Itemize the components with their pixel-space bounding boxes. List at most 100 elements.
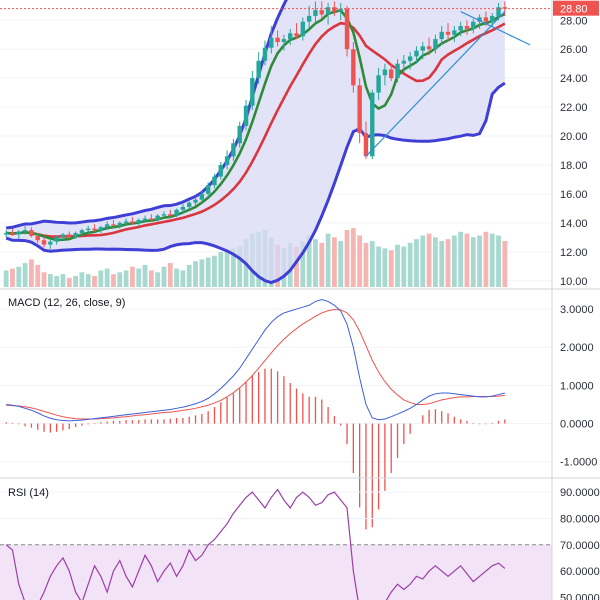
macd-tick-label: 0.0000 (560, 419, 594, 431)
volume-bar (344, 229, 350, 287)
volume-bar (376, 246, 381, 287)
candle-body (224, 156, 230, 165)
price-axis[interactable]: 28.00 26.00 24.00 22.00 20.00 18.00 16.00 14.00… (560, 15, 588, 288)
volume-bar (218, 252, 224, 287)
volume-bar (16, 266, 22, 287)
candle-body (149, 218, 154, 220)
rsi-tick-label: 80.0000 (560, 513, 600, 525)
volume-bar (35, 264, 41, 287)
volume-bar (237, 246, 243, 287)
macd-grid (0, 308, 552, 463)
candle-body (382, 69, 388, 76)
volume-bar (496, 235, 501, 287)
volume-bar (174, 268, 179, 287)
candle-body (332, 7, 337, 12)
volume-bar (167, 263, 173, 287)
candle-body (29, 230, 34, 236)
candle-body (142, 218, 148, 220)
price-tick-label: 28.00 (560, 15, 588, 27)
macd-title: MACD (12, 26, close, 9) (8, 297, 125, 309)
volume-bar (98, 270, 104, 287)
price-tick-label: 16.00 (560, 189, 588, 201)
price-tick-label: 24.00 (560, 73, 588, 85)
macd-tick-label: 2.0000 (560, 342, 594, 354)
candle-body (73, 233, 78, 238)
volume-bar (10, 268, 15, 287)
volume-bar (136, 268, 142, 287)
volume-bar (369, 241, 375, 287)
slow-moving-average (6, 21, 506, 238)
volume-bar (60, 274, 66, 287)
volume-bar (332, 237, 337, 287)
volume-bar (54, 275, 60, 287)
candle-body (199, 193, 205, 200)
volume-bar (92, 275, 97, 287)
bollinger-lower (5, 81, 506, 285)
volume-bar (483, 231, 489, 287)
price-tick-label: 22.00 (560, 102, 588, 114)
candle-body (313, 10, 318, 16)
rsi-series-line (5, 488, 506, 600)
volume-bar (180, 270, 186, 287)
price-panel[interactable]: 28.00 26.00 24.00 22.00 20.00 18.00 16.00 14.00… (0, 0, 599, 288)
macd-panel[interactable]: MACD (12, 26, close, 9) 3.0000 2.0000 1.00… (0, 297, 597, 530)
volume-bar (117, 272, 123, 287)
last-price-tag: 28.80 (553, 0, 599, 16)
candle-body (218, 164, 223, 177)
candle-body (351, 49, 356, 86)
candle-body (10, 233, 15, 235)
candle-body (502, 7, 508, 9)
bollinger-upper (5, 0, 288, 230)
candle-body (477, 17, 482, 22)
candle-body (262, 47, 268, 61)
candle-body (237, 125, 242, 144)
candle-body (231, 143, 236, 157)
volume-bar (130, 266, 135, 287)
candle-body (357, 85, 362, 134)
volume-bar (300, 241, 306, 287)
volume-bar (470, 237, 476, 287)
candle-body (98, 227, 104, 231)
candle-body (426, 46, 432, 50)
rsi-tick-label: 50.0000 (560, 592, 600, 600)
trendline (365, 11, 506, 157)
trendlines[interactable] (365, 11, 531, 157)
macd-axis[interactable]: 3.0000 2.0000 1.0000 0.0000 -1.0000 (560, 304, 597, 469)
bollinger-fill (6, 0, 505, 283)
volume-bar (123, 270, 129, 287)
volume-bar (357, 235, 363, 287)
candle-body (439, 31, 444, 40)
volume-bar (47, 274, 53, 287)
candle-body (300, 21, 306, 37)
price-tick-label: 12.00 (560, 247, 588, 259)
rsi-band-fill (0, 544, 552, 600)
candle-body (41, 240, 47, 245)
volume-bar (420, 235, 426, 287)
candle-body (168, 214, 173, 216)
candle-body (464, 26, 470, 29)
candle-body (54, 237, 59, 242)
rsi-panel[interactable]: RSI (14) 90.0000 80.0000 70.0000 60.0000 50.… (0, 487, 600, 600)
last-price-tag-label: 28.80 (560, 4, 588, 16)
rsi-title: RSI (14) (8, 487, 49, 499)
candle-body (414, 50, 419, 57)
volume-bar (395, 244, 400, 287)
volume-bar (231, 248, 236, 287)
volume-bar (186, 264, 192, 287)
volume-bar (85, 274, 91, 287)
candle-body (136, 219, 141, 223)
rsi-axis[interactable]: 90.0000 80.0000 70.0000 60.0000 50.0000 (560, 487, 600, 600)
candle-body (130, 221, 135, 223)
candle-body (496, 7, 501, 16)
candle-body (180, 206, 186, 210)
volume-bar (414, 239, 419, 287)
candle-body (401, 60, 407, 64)
volume-bar (199, 259, 205, 287)
candle-body (389, 69, 394, 79)
rsi-tick-label: 60.0000 (560, 566, 600, 578)
candle-body (174, 209, 179, 216)
price-tick-label: 10.00 (560, 276, 588, 288)
bollinger-bands (5, 0, 506, 285)
volume-bar (350, 228, 356, 287)
